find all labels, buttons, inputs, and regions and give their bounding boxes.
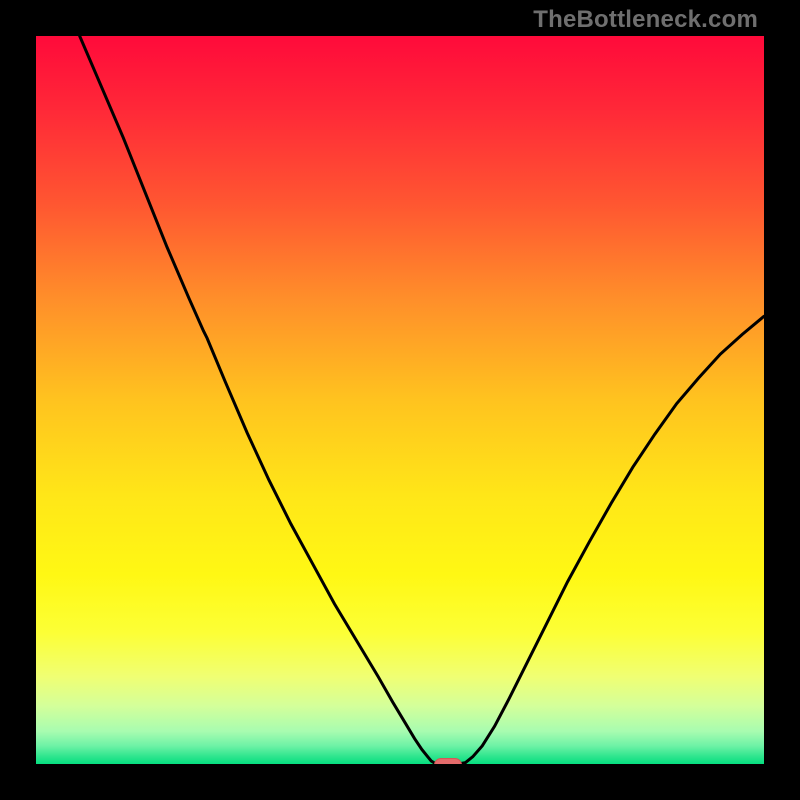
chart-frame: TheBottleneck.com [0,0,800,800]
watermark-text: TheBottleneck.com [533,6,758,34]
optimal-point-marker [434,758,462,764]
plot-area [36,36,764,764]
bottleneck-curve [36,36,764,764]
curve-right [458,316,764,764]
curve-left [80,36,459,764]
